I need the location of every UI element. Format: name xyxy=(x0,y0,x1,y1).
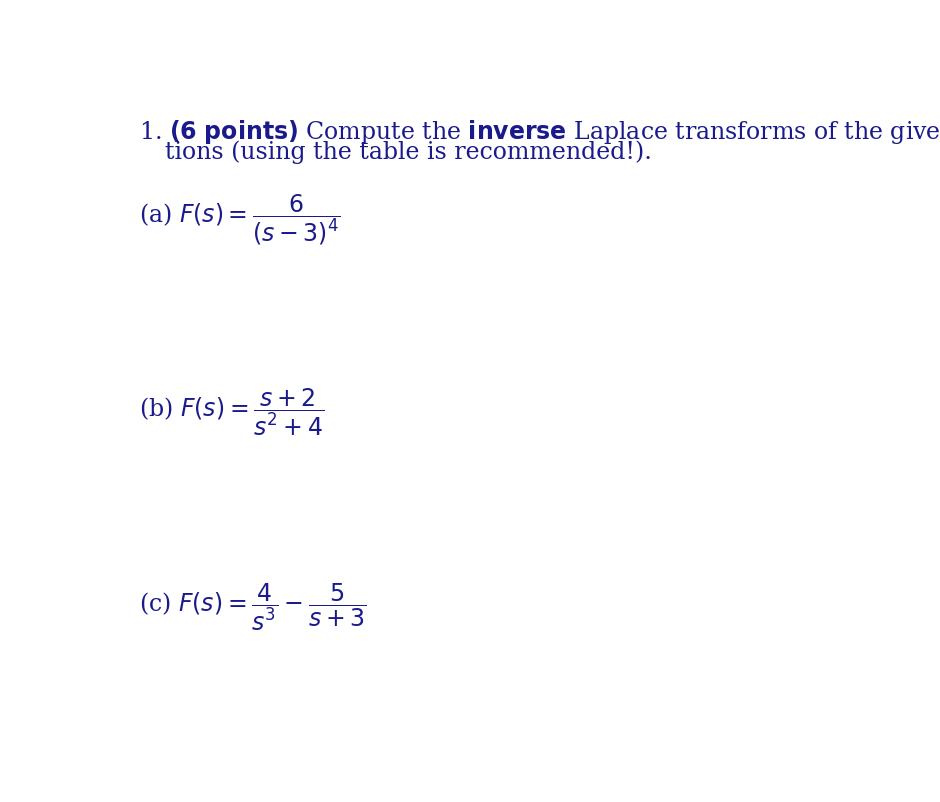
Text: tions (using the table is recommended!).: tions (using the table is recommended!). xyxy=(164,140,651,164)
Text: (a) $F(s) = \dfrac{6}{(s-3)^4}$: (a) $F(s) = \dfrac{6}{(s-3)^4}$ xyxy=(139,192,341,247)
Text: (b) $F(s) = \dfrac{s+2}{s^2+4}$: (b) $F(s) = \dfrac{s+2}{s^2+4}$ xyxy=(139,387,324,438)
Text: 1. $\mathbf{(6\ points)}$ Compute the $\mathbf{inverse}$ Laplace transforms of t: 1. $\mathbf{(6\ points)}$ Compute the $\… xyxy=(139,118,940,146)
Text: (c) $F(s) = \dfrac{4}{s^3} - \dfrac{5}{s+3}$: (c) $F(s) = \dfrac{4}{s^3} - \dfrac{5}{s… xyxy=(139,581,367,633)
